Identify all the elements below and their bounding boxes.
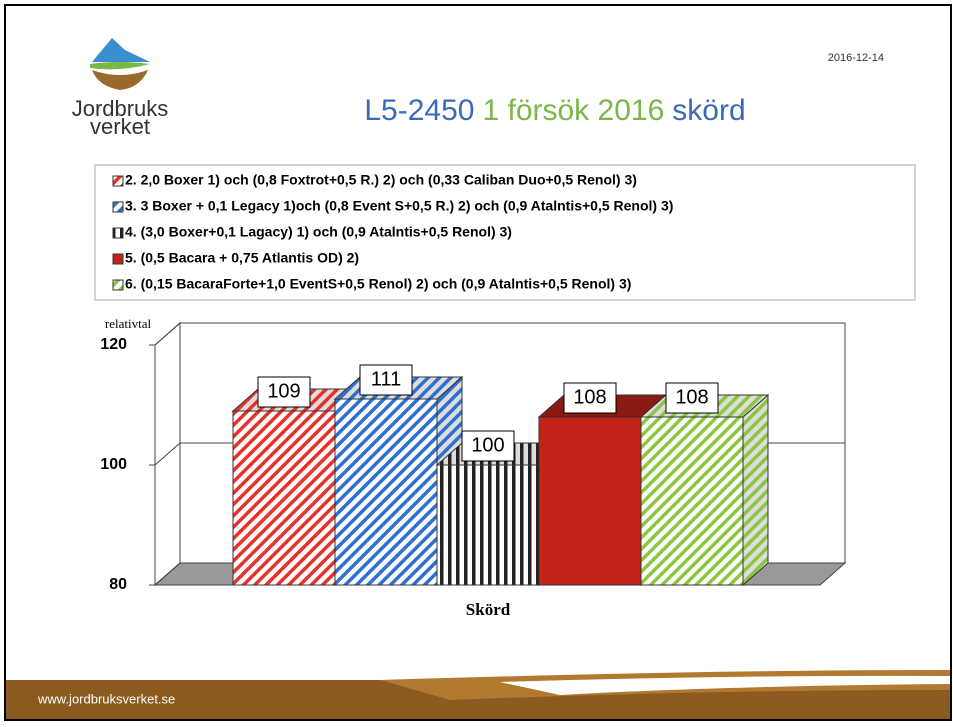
- y-tick-label: 100: [100, 456, 127, 473]
- value-label-box: [461, 430, 515, 462]
- title-part: skörd: [672, 94, 745, 127]
- value-label: 109: [267, 380, 300, 402]
- y-tick-label: 80: [109, 576, 127, 593]
- value-label: 111: [371, 368, 401, 390]
- value-label-box: [563, 382, 617, 414]
- bar: [640, 416, 744, 586]
- value-label: 108: [675, 386, 708, 408]
- y-axis-label: relativtal: [105, 316, 152, 331]
- bar: [232, 410, 336, 586]
- date: 2016-12-14: [828, 52, 884, 64]
- legend-label: 4. (3,0 Boxer+0,1 Lagacy) 1) och (0,9 At…: [125, 224, 512, 240]
- slide-title: L5-2450 1 försök 2016 skörd: [364, 94, 745, 127]
- legend-label: 2. 2,0 Boxer 1) och (0,8 Foxtrot+0,5 R.)…: [125, 172, 637, 188]
- value-label-box: [665, 382, 719, 414]
- footer-swoosh: [500, 675, 950, 695]
- logo-text: Jordbruks: [72, 96, 169, 121]
- legend-label: 5. (0,5 Bacara + 0,75 Atlantis OD) 2): [125, 250, 359, 266]
- bar: [334, 398, 438, 586]
- value-label: 108: [573, 386, 606, 408]
- logo-text: verket: [90, 114, 150, 139]
- value-label: 100: [471, 434, 504, 456]
- y-tick-label: 120: [100, 336, 127, 353]
- legend-swatch: [112, 175, 124, 187]
- legend-label: 3. 3 Boxer + 0,1 Legacy 1)och (0,8 Event…: [125, 198, 673, 214]
- title-part: 1 försök 2016: [482, 94, 664, 127]
- footer-url: www.jordbruksverket.se: [37, 691, 175, 706]
- title-part: L5-2450: [364, 94, 474, 127]
- slide-border: [4, 4, 952, 721]
- value-label-box: [359, 364, 413, 396]
- grid-line: [154, 322, 845, 346]
- chart: 80 100 120 relativtal Skörd 109 2. 2,0 Boxer 1…: [100, 172, 847, 619]
- legend-swatch: [112, 227, 124, 239]
- logo: Jordbruks verket: [72, 38, 169, 139]
- bar-side: [742, 393, 769, 587]
- x-tick-label: Skörd: [466, 600, 511, 619]
- bar: [538, 416, 642, 586]
- legend-swatch: [112, 253, 124, 265]
- legend-label: 6. (0,15 BacaraForte+1,0 EventS+0,5 Reno…: [125, 276, 631, 292]
- bar: [436, 464, 540, 586]
- legend-swatch: [112, 279, 124, 291]
- value-label-box: [257, 376, 311, 408]
- legend-box: [94, 164, 916, 301]
- legend-swatch: [112, 201, 124, 213]
